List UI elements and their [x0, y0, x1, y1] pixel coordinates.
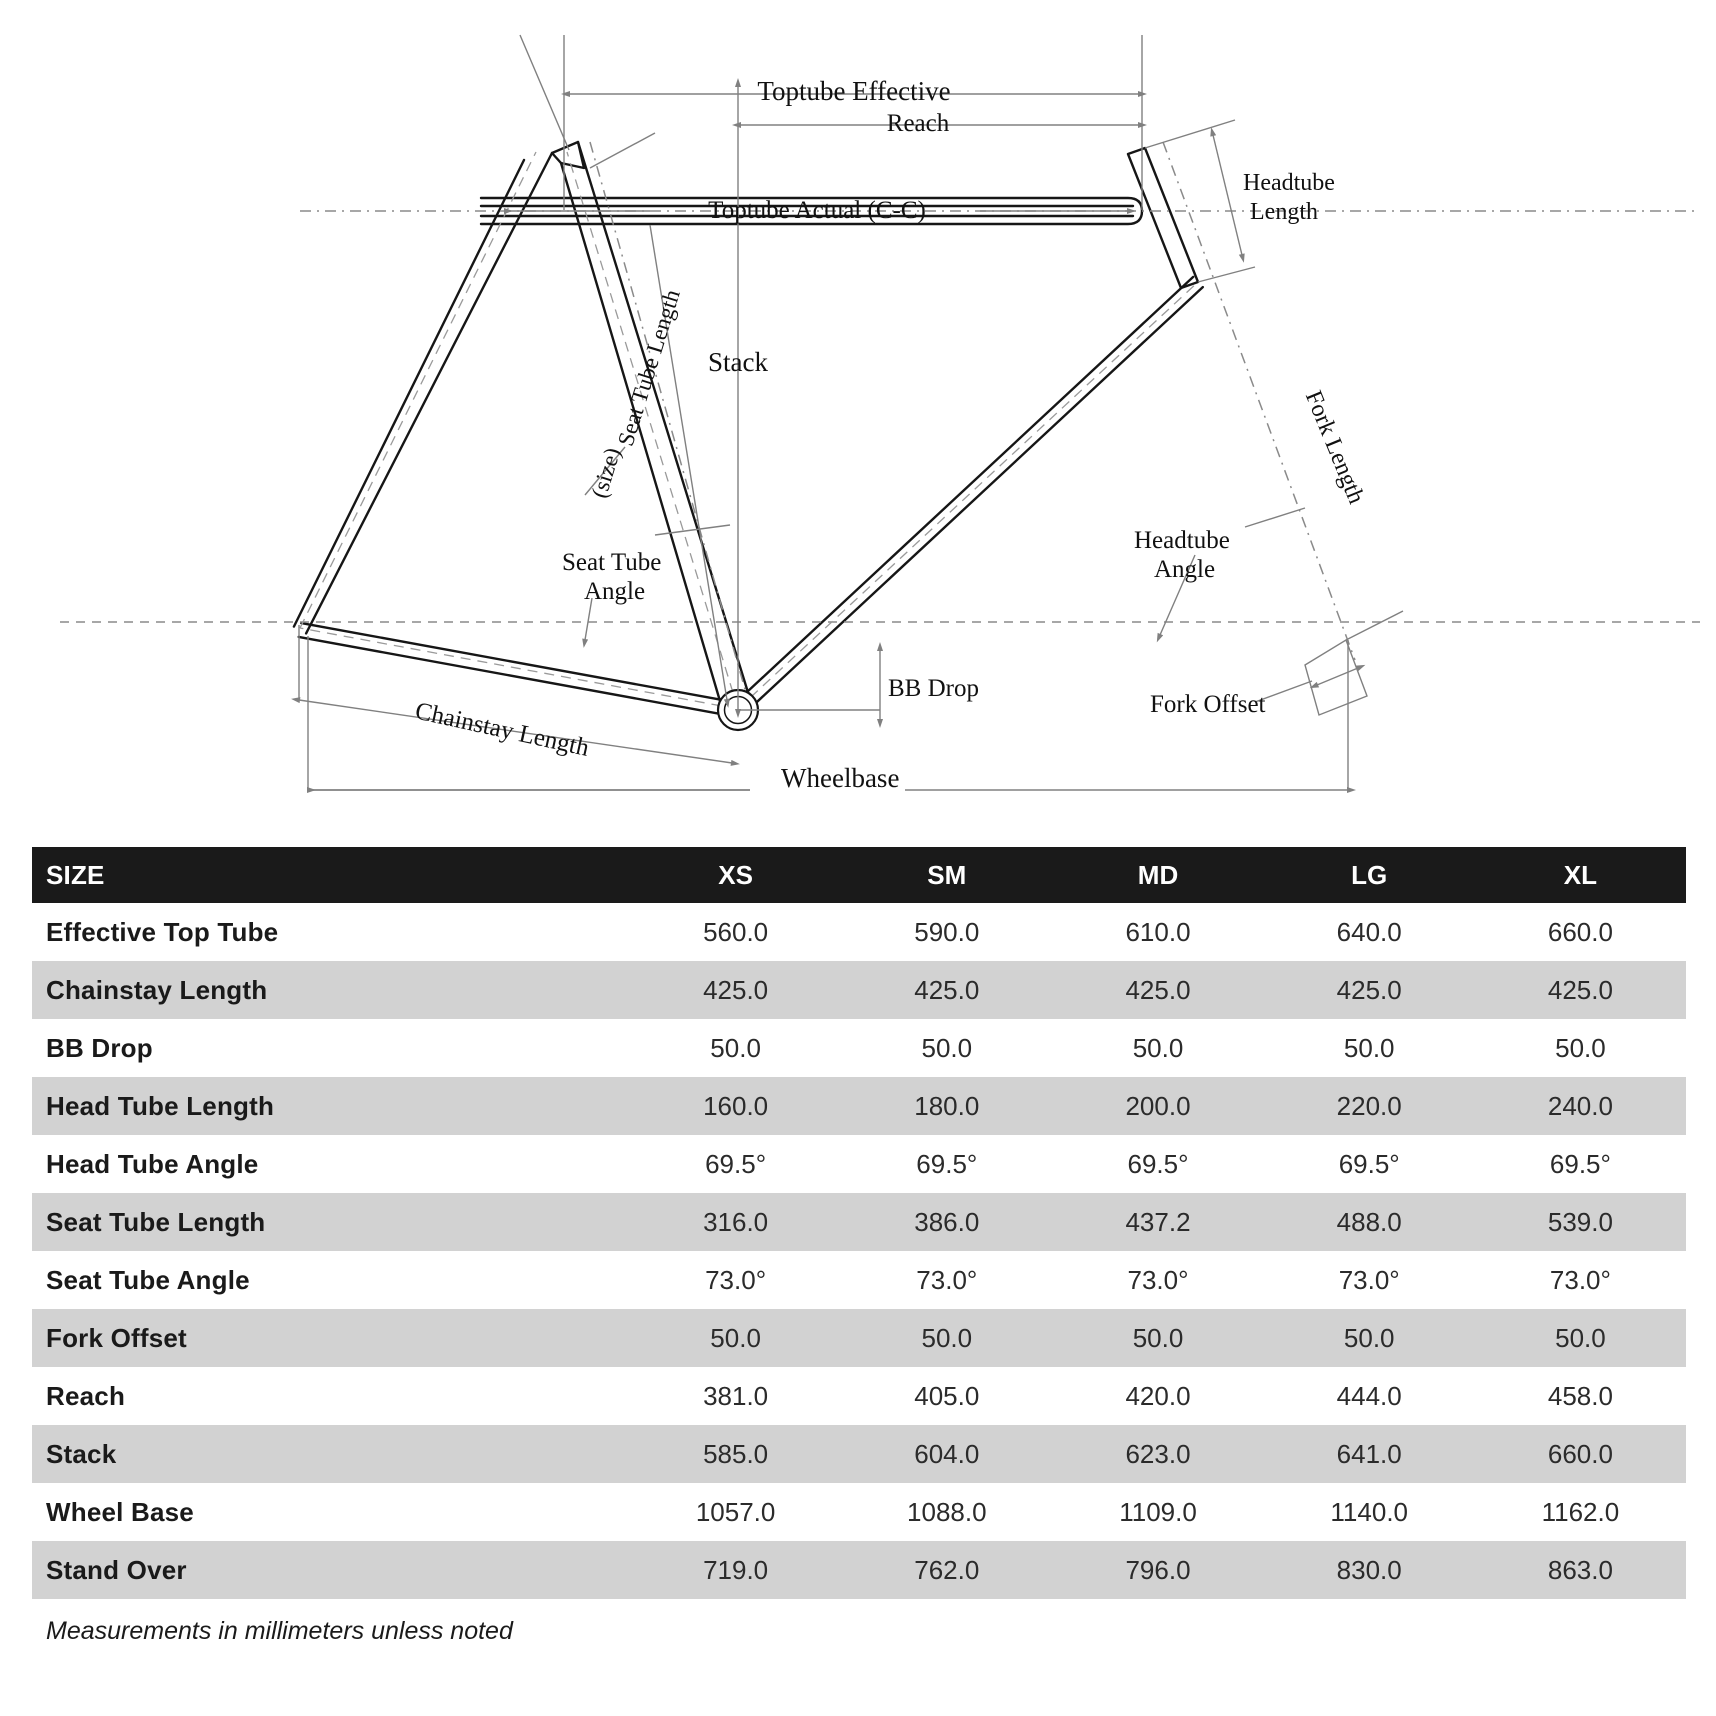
svg-text:Headtube: Headtube: [1134, 527, 1230, 554]
svg-text:Seat Tube: Seat Tube: [562, 549, 661, 576]
svg-text:Length: Length: [1250, 199, 1318, 225]
svg-text:Toptube Actual (C-C): Toptube Actual (C-C): [708, 197, 926, 224]
svg-text:Wheelbase: Wheelbase: [781, 763, 899, 793]
svg-text:Toptube Effective: Toptube Effective: [757, 76, 950, 106]
svg-text:Stack: Stack: [708, 347, 768, 377]
svg-text:(size): (size): [586, 445, 625, 501]
svg-text:BB Drop: BB Drop: [888, 675, 979, 702]
svg-text:Fork Length: Fork Length: [1300, 387, 1369, 507]
svg-text:Chainstay Length: Chainstay Length: [413, 697, 592, 761]
svg-text:Reach: Reach: [887, 110, 950, 137]
svg-text:Seat Tube Length: Seat Tube Length: [613, 286, 685, 449]
svg-text:Headtube: Headtube: [1243, 170, 1335, 196]
svg-text:Angle: Angle: [1154, 556, 1215, 583]
svg-text:Fork Offset: Fork Offset: [1150, 691, 1266, 718]
svg-text:Angle: Angle: [584, 578, 645, 605]
